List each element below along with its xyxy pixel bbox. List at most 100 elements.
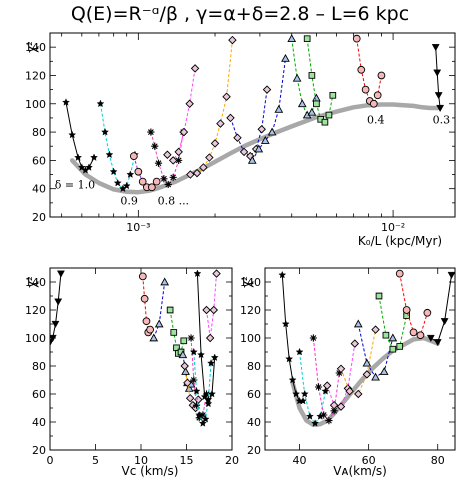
data-point [377, 71, 386, 80]
series-line [50, 273, 62, 343]
curve-label: 0.9 [120, 194, 138, 207]
y-axis-title: χ² [25, 41, 39, 53]
data-point [254, 144, 264, 153]
data-point [262, 85, 272, 94]
data-point [178, 350, 188, 359]
data-point [192, 387, 201, 395]
data-point [50, 339, 54, 347]
plot-frame [264, 267, 456, 451]
data-point [147, 183, 156, 192]
data-point [175, 156, 183, 164]
data-point [126, 170, 135, 178]
data-point [292, 389, 301, 398]
data-point [312, 93, 321, 102]
data-point [163, 150, 172, 159]
data-point [426, 334, 435, 343]
data-point [278, 270, 287, 279]
data-point [186, 170, 195, 179]
data-point [274, 104, 284, 113]
y-tick-label: 20 [32, 211, 46, 224]
data-point [267, 127, 277, 136]
x-tick-label: 80 [431, 454, 445, 467]
top-panel: 20 40 60 80 100 120 140 10⁻³ 10⁻² χ² K₀/L (kpc/Myr… [25, 32, 456, 248]
data-point [193, 269, 202, 277]
data-point [320, 411, 328, 419]
data-point [395, 269, 404, 278]
y-tick-label: 100 [240, 332, 261, 345]
bottom-right-panel: 20 40 60 80 100 120 140 40 60 80 χ² Vᴀ(km/s) [240, 267, 456, 478]
y-tick-label: 80 [32, 360, 46, 373]
data-point [314, 383, 323, 391]
data-point [147, 128, 155, 136]
data-point [189, 347, 198, 356]
data-point [152, 177, 161, 186]
data-point [222, 92, 231, 101]
data-point [402, 306, 411, 314]
data-point [50, 334, 57, 343]
series-line [190, 40, 233, 175]
x-tick-label: 40 [293, 454, 307, 467]
bottom-left-panel: 20 40 60 80 100 120 140 0 5 10 15 20 χ² Vᴄ (km/s) [25, 267, 239, 478]
data-point [433, 69, 442, 77]
data-point [190, 64, 200, 73]
data-point [257, 125, 266, 134]
data-point [96, 99, 105, 108]
data-point [68, 130, 77, 139]
series-line [340, 329, 376, 395]
data-point [329, 91, 337, 99]
data-point [354, 389, 363, 399]
data-point [281, 53, 290, 62]
data-point [371, 325, 380, 334]
data-point [62, 98, 70, 106]
data-point [285, 354, 294, 363]
data-point [198, 419, 207, 427]
data-point [321, 387, 330, 395]
data-point [199, 163, 208, 172]
x-tick-label: 10⁻³ [126, 221, 150, 234]
x-tick-label: 15 [180, 454, 194, 467]
y-tick-label: 60 [32, 388, 46, 401]
series-line [153, 281, 166, 339]
data-point [160, 277, 170, 286]
data-point [233, 133, 242, 142]
data-point [56, 270, 65, 278]
y-tick-label: 80 [32, 126, 46, 139]
data-point [209, 305, 219, 315]
data-point [389, 345, 397, 353]
y-tick-label: 80 [247, 360, 261, 373]
data-point [371, 372, 380, 381]
y-tick-label: 140 [240, 276, 261, 289]
data-point [345, 386, 354, 396]
data-point [210, 353, 219, 361]
data-point [361, 85, 370, 94]
data-point [187, 334, 195, 342]
y-tick-label: 40 [247, 416, 261, 429]
y-tick-label: 120 [25, 304, 46, 317]
data-point [142, 317, 151, 326]
figure-title: Q(E)=R⁻ᵅ/β , γ=α+δ=2.8 – L=6 kpc [71, 3, 409, 25]
data-point [307, 107, 317, 116]
data-point [373, 91, 382, 100]
plot-area [62, 34, 445, 195]
data-point [330, 407, 338, 415]
data-point [362, 358, 372, 367]
data-point [216, 119, 225, 128]
data-point [207, 359, 215, 367]
data-point [431, 44, 440, 52]
x-axis-title: Vᴄ (km/s) [122, 464, 179, 478]
data-point [260, 136, 270, 144]
data-point [321, 118, 329, 126]
data-point [336, 364, 346, 374]
data-point [239, 147, 249, 157]
data-point [379, 367, 389, 375]
plot-area [278, 269, 455, 428]
y-tick-label: 60 [247, 388, 261, 401]
data-point [329, 400, 339, 410]
data-point [170, 329, 178, 336]
data-point [297, 99, 307, 108]
x-tick-label: 60 [362, 454, 376, 467]
data-point [362, 370, 372, 379]
data-point [85, 163, 93, 171]
data-point [303, 35, 311, 42]
data-point [183, 378, 192, 388]
